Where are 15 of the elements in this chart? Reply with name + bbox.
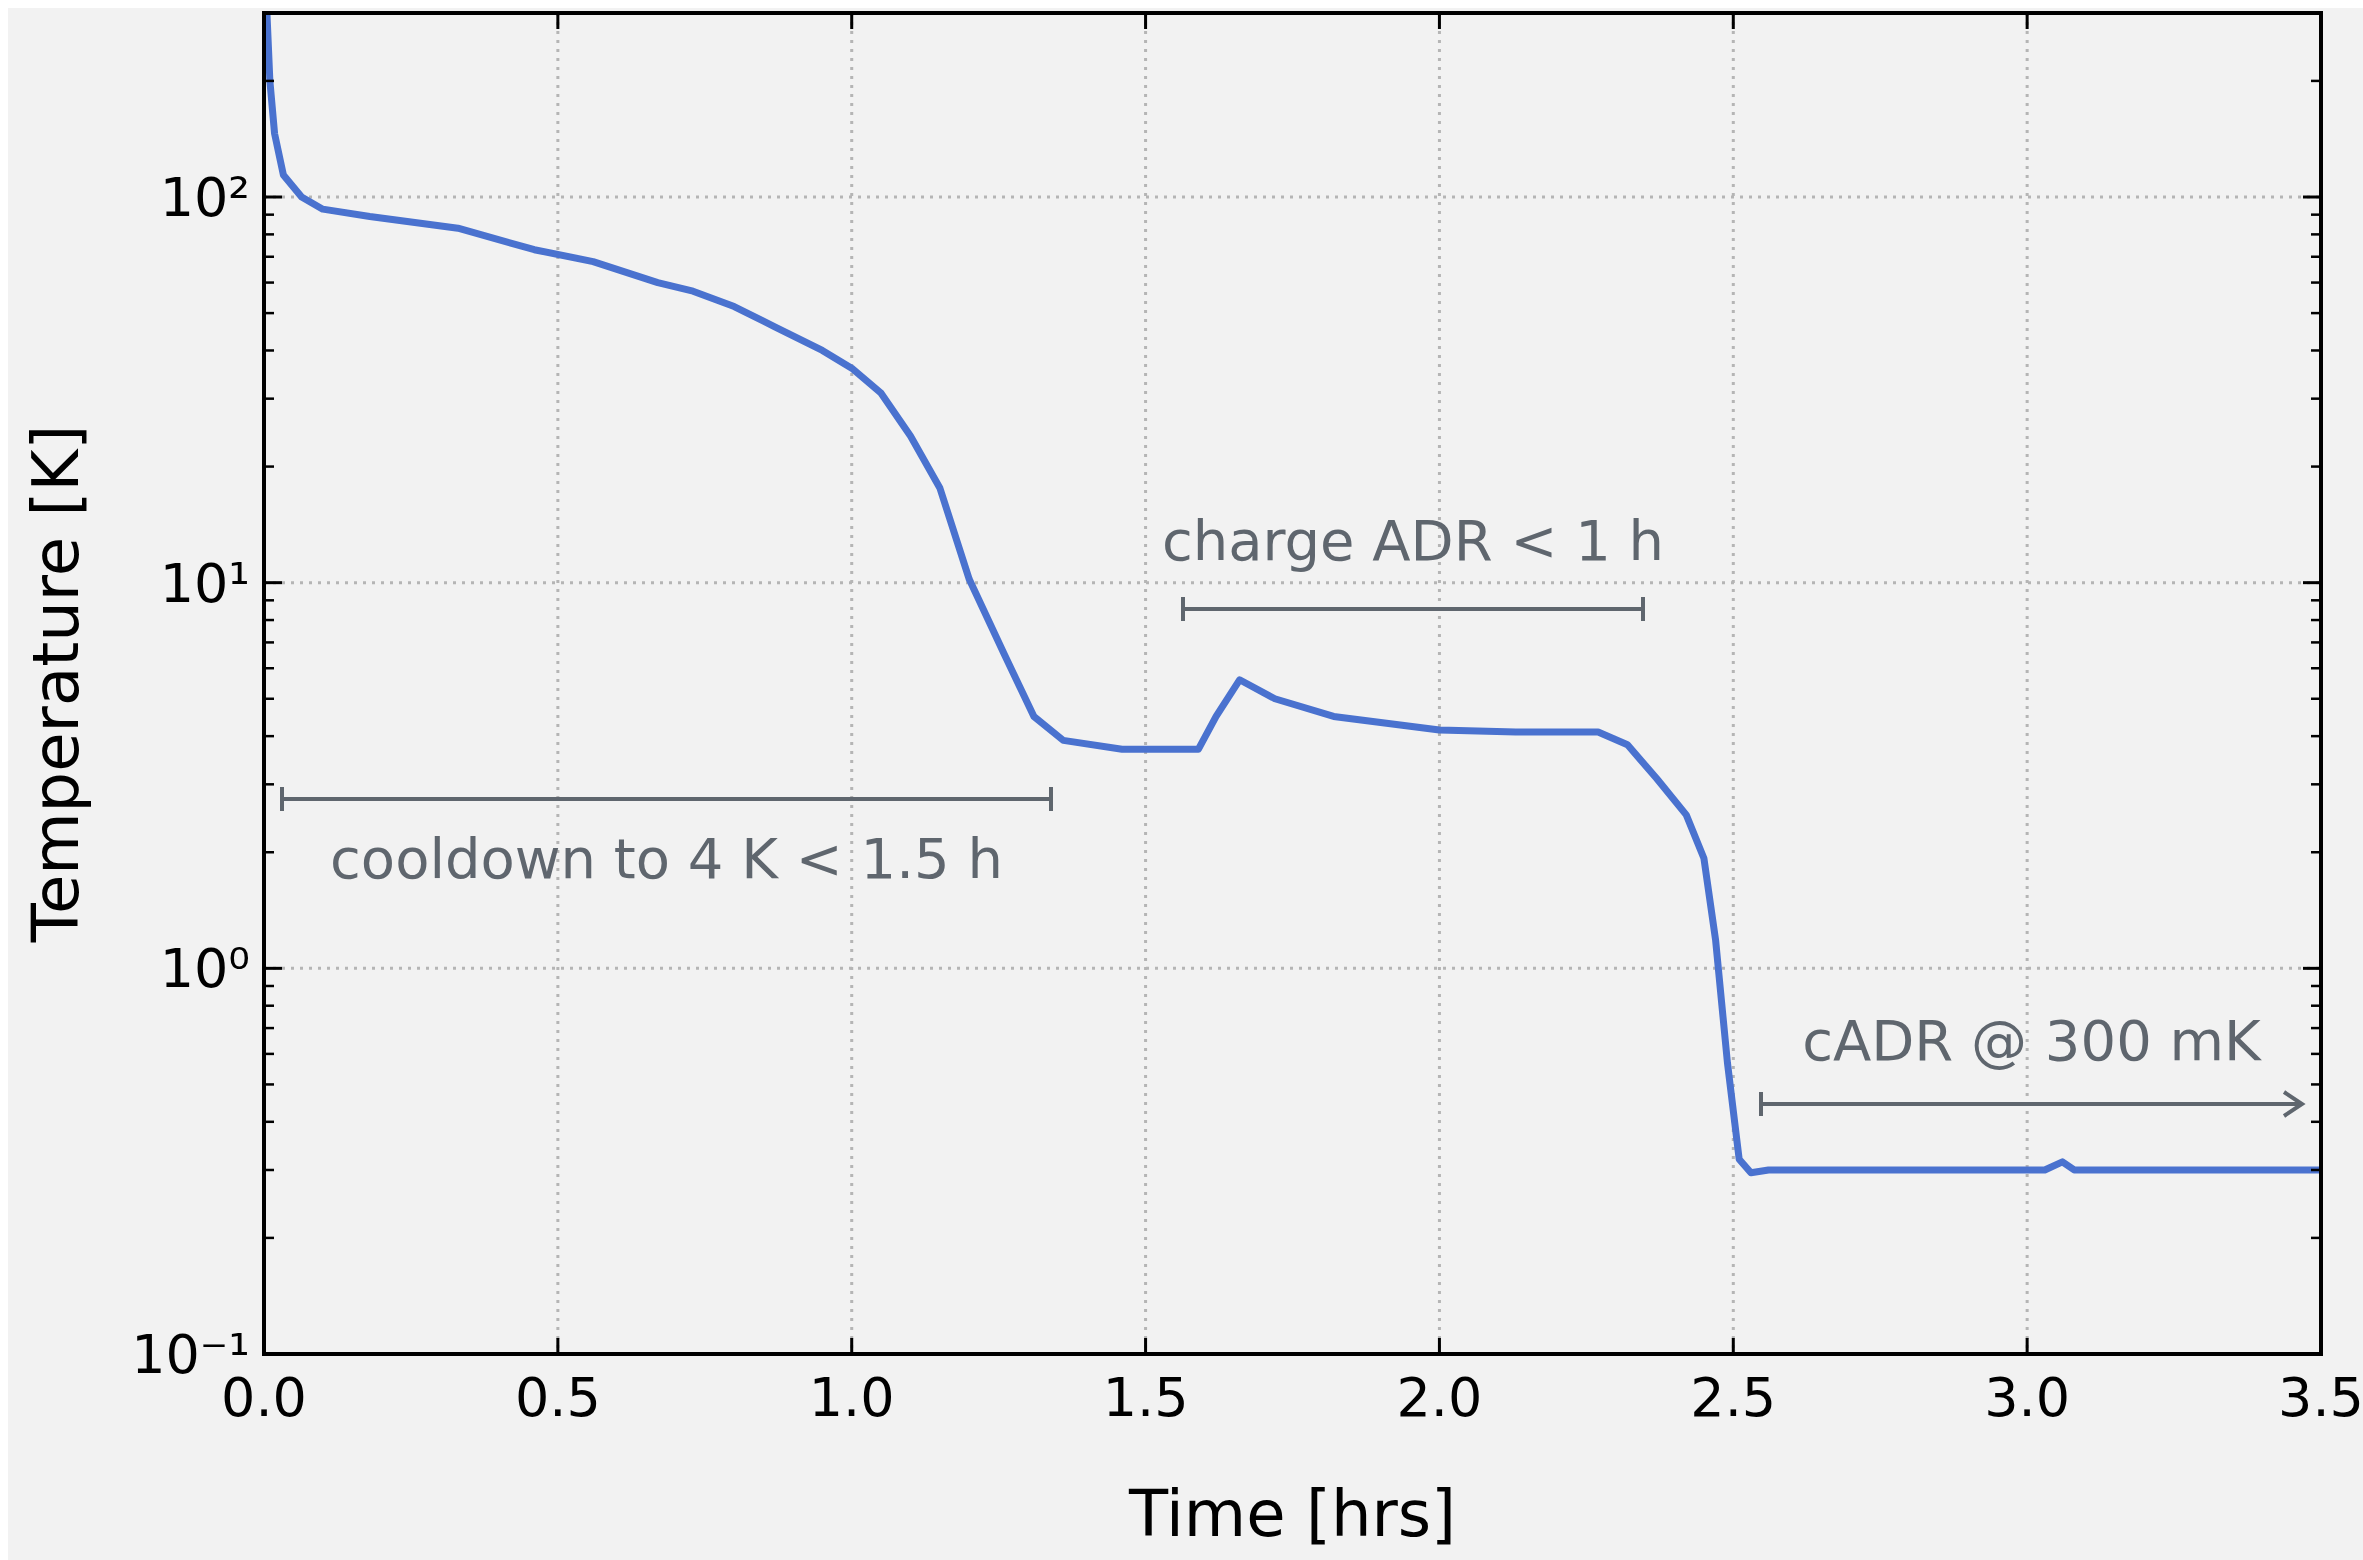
x-tick-label: 2.0 xyxy=(1396,1366,1483,1429)
x-tick-label: 3.5 xyxy=(2278,1366,2363,1429)
x-tick-label: 0.5 xyxy=(514,1366,601,1429)
x-tick-label: 1.5 xyxy=(1102,1366,1189,1429)
x-tick-label: 2.5 xyxy=(1690,1366,1777,1429)
y-tick-label: 10¹ xyxy=(159,551,250,615)
annotation: cooldown to 4 K < 1.5 h xyxy=(330,826,1003,891)
y-tick-label: 10² xyxy=(159,165,250,229)
x-tick-label: 3.0 xyxy=(1984,1366,2071,1429)
x-tick-label: 1.0 xyxy=(808,1366,895,1429)
y-tick-label: 10⁰ xyxy=(159,937,250,1001)
annotation: cADR @ 300 mK xyxy=(1802,1008,2263,1073)
annotation: charge ADR < 1 h xyxy=(1161,508,1665,573)
y-axis-title: Temperature [K] xyxy=(19,424,93,944)
x-axis-title: Time [hrs] xyxy=(1127,1477,1457,1551)
